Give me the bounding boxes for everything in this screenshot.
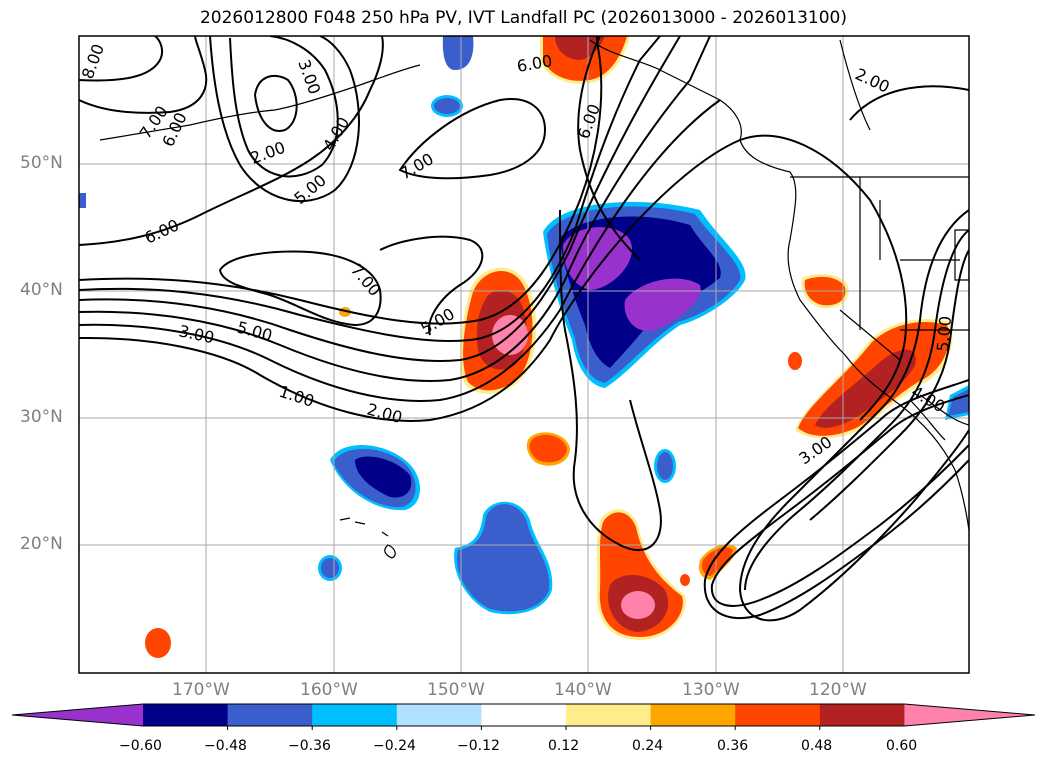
alaska-coast <box>589 39 969 531</box>
colorbar-segment <box>312 704 398 726</box>
colorbar-tick-label: −0.12 <box>457 738 500 754</box>
negative-anomaly-region <box>456 504 550 612</box>
negative-anomaly-region <box>563 227 632 290</box>
colorbar-segment <box>735 704 821 726</box>
positive-anomaly-region <box>788 352 802 370</box>
lon-label: 120°W <box>809 680 867 700</box>
contour-label: 5.00 <box>235 318 274 346</box>
contour-label: 6.00 <box>142 215 182 247</box>
pc-anomaly-fields <box>79 36 969 658</box>
colorbar-tick-label: 0.60 <box>886 738 918 754</box>
lat-label: 40°N <box>20 280 63 300</box>
contour-label: 1.00 <box>277 382 317 411</box>
colorbar <box>11 703 1036 730</box>
lat-label: 50°N <box>20 153 63 173</box>
contour-label: 3.00 <box>177 321 216 347</box>
map-title: 2026012800 F048 250 hPa PV, IVT Landfall… <box>199 8 847 28</box>
colorbar-tick-label: 0.24 <box>632 738 664 754</box>
colorbar-segment <box>143 704 229 726</box>
lat-label: 20°N <box>20 534 63 554</box>
contour-label: 8.00 <box>78 41 108 81</box>
colorbar-tick-label: 0.12 <box>548 738 580 754</box>
lon-label: 140°W <box>554 680 612 700</box>
positive-anomaly-region <box>680 574 690 586</box>
colorbar-segment <box>481 704 567 726</box>
colorbar-tick-label: −0.36 <box>288 738 331 754</box>
contour-label: 7.00 <box>347 260 384 300</box>
state-borders <box>839 39 969 361</box>
lon-label: 130°W <box>682 680 740 700</box>
coastlines <box>99 39 969 559</box>
lon-label: 150°W <box>427 680 485 700</box>
negative-anomaly-region <box>657 452 673 480</box>
colorbar-tick-label: −0.24 <box>373 738 416 754</box>
contour-label: 2.00 <box>365 400 404 428</box>
colorbar-segment <box>566 704 652 726</box>
baja-coast <box>909 394 969 441</box>
graticule <box>79 36 969 673</box>
contour-label: 5.00 <box>418 304 458 338</box>
aleutian-chain <box>99 64 421 141</box>
negative-anomaly-region <box>321 558 339 578</box>
colorbar-tick-label: 0.36 <box>717 738 749 754</box>
positive-anomaly-region <box>621 591 655 619</box>
colorbar-segment <box>396 704 482 726</box>
colorbar-segment <box>650 704 736 726</box>
colorbar-tick-label: −0.60 <box>119 738 162 754</box>
colorbar-tick-label: 0.48 <box>801 738 833 754</box>
colorbar-extend-max <box>904 704 1035 726</box>
positive-anomaly-region <box>145 628 171 658</box>
lon-label: 160°W <box>300 680 358 700</box>
negative-anomaly-region <box>434 98 460 114</box>
lon-label: 170°W <box>172 680 230 700</box>
colorbar-segment <box>819 704 905 726</box>
negative-anomaly-region <box>79 193 86 208</box>
pv-contours <box>79 36 969 622</box>
contour-label: 5.00 <box>933 315 955 352</box>
map-frame <box>78 35 970 674</box>
negative-anomaly-region <box>355 456 412 498</box>
colorbar-extend-min <box>12 704 143 726</box>
contour-label: 2.00 <box>852 64 892 96</box>
colorbar-outline <box>11 703 1036 727</box>
positive-anomaly-region <box>815 349 916 428</box>
contour-label: 2.00 <box>248 138 288 168</box>
lat-label: 30°N <box>20 407 63 427</box>
positive-anomaly-region <box>529 434 567 463</box>
hawaii-islands <box>339 517 396 559</box>
colorbar-segment <box>227 704 313 726</box>
colorbar-tick-label: −0.48 <box>204 738 247 754</box>
contour-label: 4.00 <box>319 114 353 154</box>
negative-anomaly-region <box>442 36 474 70</box>
negative-anomaly-region <box>624 278 701 331</box>
